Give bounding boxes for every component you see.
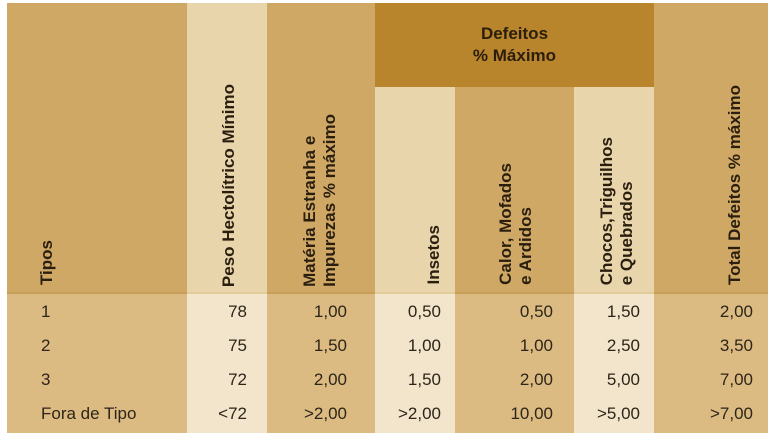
column-label-chocos: Chocos,Triguilhos e Quebrados xyxy=(597,136,636,285)
body-column-calor xyxy=(455,294,574,433)
grain-classification-table: Defeitos % Máximo Tipos Peso Hectolítric… xyxy=(7,3,768,433)
header-cell-total xyxy=(654,3,768,294)
header-cell-materia xyxy=(267,3,375,294)
column-label-total: Total Defeitos % máximo xyxy=(725,85,744,285)
column-label-tipos: Tipos xyxy=(37,239,56,285)
table-cell: 3,50 xyxy=(719,336,753,355)
column-label-insetos: Insetos xyxy=(424,225,443,285)
column-label-calor: Calor, Mofados e Ardidos xyxy=(496,163,535,285)
table-cell: 2 xyxy=(41,336,51,355)
body-column-total xyxy=(654,294,768,433)
table-cell: 1,50 xyxy=(313,336,347,355)
table-cell: 1,50 xyxy=(606,302,640,321)
table-cell: 72 xyxy=(228,370,247,389)
header-cell-peso xyxy=(187,3,267,294)
body-column-chocos xyxy=(574,294,654,433)
table-cell: >2,00 xyxy=(397,404,441,423)
table-cell: <72 xyxy=(218,404,247,423)
table-cell: 2,00 xyxy=(313,370,347,389)
body-column-materia xyxy=(267,294,375,433)
table-cell: 0,50 xyxy=(519,302,553,321)
table-cell: 2,00 xyxy=(519,370,553,389)
table-cell: 1,00 xyxy=(407,336,441,355)
table-cell: Fora de Tipo xyxy=(41,404,137,423)
header-cell-tipos xyxy=(7,3,187,294)
column-label-materia: Matéria Estranha e Impurezas % máximo xyxy=(300,114,339,287)
table-cell: 2,00 xyxy=(719,302,753,321)
group-header-defeitos: Defeitos % Máximo xyxy=(375,3,654,87)
table-cell: >5,00 xyxy=(596,404,640,423)
table-cell: 5,00 xyxy=(606,370,640,389)
table-cell: 78 xyxy=(228,302,247,321)
table-cell: 10,00 xyxy=(510,404,553,423)
column-label-peso: Peso Hectolítrico Mínimo xyxy=(219,83,238,287)
table-cell: >2,00 xyxy=(303,404,347,423)
table-cell: 7,00 xyxy=(719,370,753,389)
table-cell: 1 xyxy=(41,302,51,321)
table-cell: 3 xyxy=(41,370,51,389)
group-header-line1: Defeitos xyxy=(480,24,549,43)
table-cell: 2,50 xyxy=(606,336,640,355)
table-cell: 75 xyxy=(228,336,247,355)
body-column-tipos xyxy=(7,294,187,433)
body-column-insetos xyxy=(375,294,455,433)
table-cell: 1,00 xyxy=(313,302,347,321)
body-column-peso xyxy=(187,294,267,433)
table-cell: 0,50 xyxy=(407,302,441,321)
table-cell: >7,00 xyxy=(709,404,753,423)
table-cell: 1,00 xyxy=(519,336,553,355)
table-cell: 1,50 xyxy=(407,370,441,389)
group-header-line2: % Máximo xyxy=(472,46,557,65)
